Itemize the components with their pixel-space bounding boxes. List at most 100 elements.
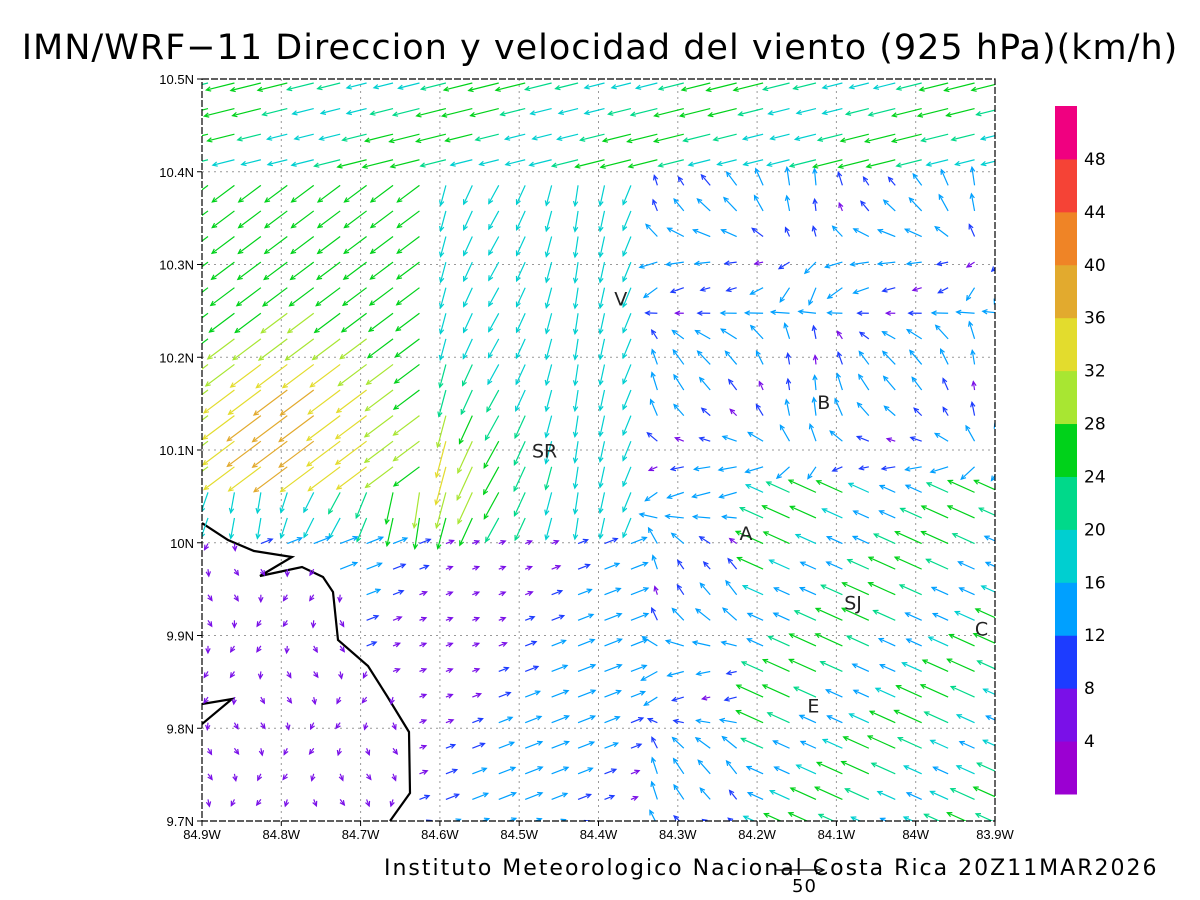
wind-vector <box>211 159 235 167</box>
wind-vector <box>524 766 544 775</box>
wind-vector <box>630 561 649 570</box>
wind-vector <box>255 517 262 540</box>
wind-vector <box>396 184 420 203</box>
location-label-v: V <box>614 288 627 310</box>
wind-vector <box>974 608 995 619</box>
wind-vector <box>309 722 315 731</box>
wind-vector <box>207 747 213 756</box>
wind-vector <box>969 192 976 212</box>
wind-vector <box>630 769 641 775</box>
wind-vector <box>785 377 792 391</box>
wind-vector <box>202 287 209 293</box>
wind-vector <box>577 563 591 570</box>
wind-vector <box>903 228 922 238</box>
wind-vector <box>283 799 290 808</box>
wind-vector <box>515 389 526 413</box>
wind-vector <box>339 561 359 570</box>
wind-vector <box>647 526 658 544</box>
wind-vector <box>787 812 809 821</box>
wind-vector <box>727 557 738 570</box>
wind-vector <box>812 374 818 391</box>
wind-vector <box>701 818 708 821</box>
wind-vector <box>955 714 975 724</box>
wind-vector <box>998 228 1002 237</box>
wind-vector <box>366 562 383 570</box>
wind-vector <box>761 505 790 519</box>
colorbar-label: 4 <box>1084 732 1095 752</box>
wind-vector <box>811 324 817 339</box>
wind-vector <box>524 615 536 621</box>
wind-vector <box>334 415 367 440</box>
wind-vector <box>524 665 540 673</box>
wind-vector <box>808 287 817 306</box>
wind-vector <box>494 82 526 92</box>
wind-vector <box>237 210 262 229</box>
wind-vector <box>949 685 975 698</box>
colorbar-swatch <box>1055 529 1077 583</box>
wind-vector <box>777 261 790 270</box>
wind-vector <box>727 378 738 391</box>
wind-vector <box>795 764 817 775</box>
wind-vector <box>257 671 264 680</box>
wind-vector <box>307 389 341 415</box>
colorbar-swatch <box>1055 317 1077 372</box>
wind-vector <box>921 659 949 673</box>
wind-vector <box>691 491 711 499</box>
wind-vector <box>282 773 288 781</box>
wind-vector <box>799 561 817 570</box>
wind-vector <box>876 790 896 800</box>
wind-vector <box>392 667 401 674</box>
wind-vector <box>392 415 420 436</box>
wind-vector <box>551 664 569 673</box>
wind-vector <box>651 736 658 749</box>
wind-vector <box>445 591 454 597</box>
wind-vector <box>385 517 394 548</box>
wind-vector <box>657 82 684 91</box>
wind-vector <box>982 688 995 696</box>
wind-vector <box>672 348 685 365</box>
wind-vector <box>457 440 473 475</box>
wind-vector <box>652 133 684 144</box>
colorbar-swatch <box>1055 264 1077 319</box>
wind-vector <box>231 697 237 706</box>
wind-vector <box>529 108 552 116</box>
wind-vector <box>395 287 420 306</box>
wind-vector <box>746 612 764 621</box>
wind-vector <box>693 260 711 267</box>
lon-tick-label: 84.5W <box>500 827 538 842</box>
wind-vector <box>725 579 738 596</box>
wind-vector <box>207 594 213 602</box>
wind-vector <box>677 175 685 186</box>
wind-vector <box>811 159 843 169</box>
wind-vector <box>339 535 359 545</box>
wind-vector <box>363 440 394 464</box>
wind-vector <box>702 561 711 570</box>
lon-tick-label: 83.9W <box>976 827 1014 842</box>
wind-vector <box>863 133 896 144</box>
wind-vector <box>372 82 394 90</box>
wind-vector <box>210 261 235 281</box>
wind-vector <box>544 313 553 335</box>
wind-vector <box>339 645 346 653</box>
wind-vector <box>316 210 341 229</box>
wind-vector <box>235 287 262 307</box>
wind-vector <box>980 585 995 593</box>
wind-vector <box>394 338 420 358</box>
wind-vector <box>236 261 262 281</box>
wind-vector <box>653 585 659 595</box>
colorbar-swatch <box>1055 370 1077 425</box>
wind-vector <box>263 210 288 229</box>
wind-vector <box>290 236 315 255</box>
wind-vector <box>981 309 995 315</box>
wind-vector <box>607 108 632 116</box>
wind-vector <box>826 715 843 724</box>
wind-vector <box>454 818 462 821</box>
wind-vector <box>792 686 817 698</box>
wind-vector <box>472 767 488 775</box>
colorbar-swatch <box>1055 582 1077 636</box>
wind-vector <box>207 619 213 628</box>
wind-vector <box>622 338 632 360</box>
wind-vector <box>647 466 658 472</box>
wind-vector <box>311 696 317 706</box>
wind-vector <box>551 766 570 775</box>
